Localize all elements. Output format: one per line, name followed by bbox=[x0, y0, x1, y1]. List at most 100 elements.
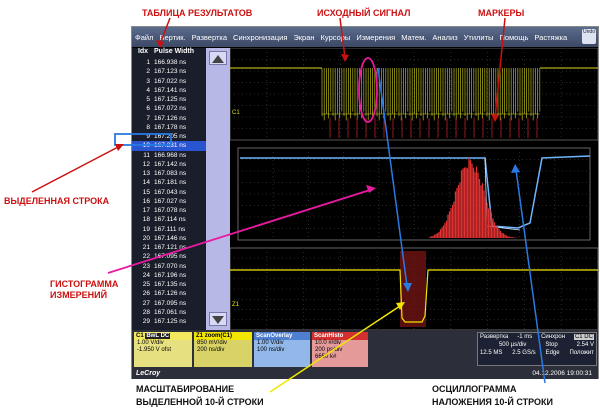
timebase-descriptor[interactable]: Развертка -1 ms Синхрон C1 DC 500 µs/div Sto… bbox=[477, 332, 597, 366]
triangle-down-icon bbox=[212, 316, 224, 324]
table-row[interactable]: 19 167.111 ns bbox=[132, 225, 230, 234]
table-row[interactable]: 11 166.968 ns bbox=[132, 151, 230, 160]
plot-area: C1 Z1 bbox=[229, 47, 599, 331]
table-row[interactable]: 7 167.126 ns bbox=[132, 114, 230, 123]
zoom-descriptor[interactable]: Z1 zoom(C1) 850 mV/div 200 ns/div bbox=[194, 332, 252, 367]
table-scrollbar[interactable] bbox=[206, 48, 230, 330]
row-pulse-width: 167.070 ns bbox=[154, 262, 187, 270]
menu-item-8[interactable]: Анализ bbox=[432, 32, 458, 42]
menu-item-1[interactable]: Вертик. bbox=[159, 32, 186, 42]
source-signal-callout: ИСХОДНЫЙ СИГНАЛ bbox=[317, 8, 411, 18]
row-index: 7 bbox=[146, 114, 150, 122]
table-row[interactable]: 25 167.135 ns bbox=[132, 280, 230, 289]
menu-item-2[interactable]: Развертка bbox=[191, 32, 228, 42]
menu-item-10[interactable]: Помощь bbox=[499, 32, 529, 42]
table-row[interactable]: 8 167.178 ns bbox=[132, 123, 230, 132]
row-index: 26 bbox=[142, 290, 150, 298]
row-pulse-width: 167.078 ns bbox=[154, 207, 187, 214]
table-row[interactable]: 6 167.072 ns bbox=[132, 104, 230, 113]
triangle-up-icon bbox=[212, 55, 224, 63]
zoom-arrow bbox=[269, 305, 401, 393]
row-pulse-width: 167.142 ns bbox=[154, 160, 187, 168]
date-time: 04.12.2006 19:00:31 bbox=[532, 370, 592, 377]
row-index: 6 bbox=[146, 105, 150, 113]
oscilloscope-screen: Файл Вертик. Развертка Синхронизация Экран Ку… bbox=[131, 26, 599, 379]
table-row[interactable]: 20 167.146 ns bbox=[132, 234, 230, 243]
row-pulse-width: 167.111 ns bbox=[154, 225, 186, 233]
arrowhead-icon bbox=[115, 144, 124, 151]
row-index: 24 bbox=[142, 271, 150, 279]
zoom-callout-line1: МАСШТАБИРОВАНИЕ bbox=[136, 384, 235, 394]
row-index: 3 bbox=[146, 77, 150, 85]
table-row[interactable]: 12 167.142 ns bbox=[132, 160, 230, 169]
row-index: 14 bbox=[142, 179, 150, 187]
overlay-arrow bbox=[515, 169, 546, 384]
scan-overlay-descriptor[interactable]: ScanOverlay 1.00 V/div 100 ns/div bbox=[254, 332, 310, 367]
zoom-trace bbox=[230, 269, 598, 323]
table-row[interactable]: 9 167.205 ns bbox=[132, 132, 230, 141]
table-row[interactable]: 16 167.027 ns bbox=[132, 197, 230, 206]
table-row[interactable]: 2 167.123 ns bbox=[132, 67, 230, 76]
menu-bar: Файл Вертик. Развертка Синхронизация Экран Ку… bbox=[132, 27, 598, 47]
menu-item-7[interactable]: Матем. bbox=[401, 32, 427, 42]
table-row[interactable]: 21 167.121 ns bbox=[132, 243, 230, 252]
table-row[interactable]: 24 167.196 ns bbox=[132, 271, 230, 280]
scroll-down-button[interactable] bbox=[209, 312, 227, 326]
arrowhead-icon bbox=[491, 114, 499, 122]
scan-histo-descriptor[interactable]: ScanHisto 10.0 #/div 200 ps/div 6650 k# bbox=[312, 332, 368, 367]
table-row[interactable]: 3 167.022 ns bbox=[132, 77, 230, 86]
row-pulse-width: 167.125 ns bbox=[154, 96, 187, 103]
row-index: 4 bbox=[146, 86, 150, 94]
row-pulse-width: 167.196 ns bbox=[154, 271, 187, 279]
c1-descriptor[interactable]: C1 BwL DC 1.00 V/div -1.950 V ofst bbox=[134, 332, 192, 367]
row-pulse-width: 167.146 ns bbox=[154, 234, 187, 242]
table-row[interactable]: 5 167.125 ns bbox=[132, 95, 230, 104]
table-row[interactable]: 15 167.043 ns bbox=[132, 188, 230, 197]
row-pulse-width: 167.022 ns bbox=[154, 77, 187, 85]
lecroy-logo: LeCroy bbox=[136, 370, 161, 377]
table-row[interactable]: 14 167.181 ns bbox=[132, 178, 230, 187]
row-index: 19 bbox=[142, 225, 150, 233]
menu-item-3[interactable]: Синхронизация bbox=[233, 32, 288, 42]
row-index: 2 bbox=[146, 68, 150, 76]
arrowhead-icon bbox=[396, 302, 405, 310]
row-index: 27 bbox=[142, 299, 150, 307]
row-index: 21 bbox=[142, 244, 150, 251]
histogram-arrow bbox=[107, 189, 371, 274]
table-row[interactable]: 27 167.095 ns bbox=[132, 299, 230, 308]
selected-row-callout: ВЫДЕЛЕННАЯ СТРОКА bbox=[4, 196, 110, 206]
undo-button[interactable]: Undo bbox=[582, 29, 596, 44]
arrowhead-icon bbox=[366, 185, 376, 193]
table-row[interactable]: 22 167.095 ns bbox=[132, 252, 230, 261]
row-index: 28 bbox=[142, 308, 150, 316]
menu-item-6[interactable]: Измерения bbox=[356, 32, 396, 42]
menu-item-5[interactable]: Курсоры bbox=[320, 32, 351, 42]
row-index: 17 bbox=[142, 207, 150, 214]
row-index: 20 bbox=[142, 234, 150, 242]
row-index: 23 bbox=[142, 262, 150, 270]
status-area: C1 BwL DC 1.00 V/div -1.950 V ofst Z1 zo… bbox=[132, 330, 598, 379]
menu-item-11[interactable]: Растяжка bbox=[534, 32, 568, 42]
row-pulse-width: 166.938 ns bbox=[154, 59, 187, 66]
table-row[interactable]: 1 166.938 ns bbox=[132, 58, 230, 67]
table-row[interactable]: 4 167.141 ns bbox=[132, 86, 230, 95]
table-row[interactable]: 17 167.078 ns bbox=[132, 206, 230, 215]
histogram-bars bbox=[429, 157, 520, 238]
table-row[interactable]: 13 167.083 ns bbox=[132, 169, 230, 178]
histogram-callout-line1: ГИСТОГРАММА bbox=[50, 279, 119, 289]
row-pulse-width: 167.027 ns bbox=[154, 197, 187, 205]
menu-item-0[interactable]: Файл bbox=[135, 32, 154, 42]
row-pulse-width: 167.095 ns bbox=[154, 299, 187, 307]
table-row[interactable]: 23 167.070 ns bbox=[132, 262, 230, 271]
table-row[interactable]: 26 167.126 ns bbox=[132, 289, 230, 298]
row-index: 9 bbox=[146, 133, 150, 140]
table-row[interactable]: 28 167.061 ns bbox=[132, 308, 230, 317]
scroll-up-button[interactable] bbox=[209, 51, 227, 65]
row-pulse-width: 167.205 ns bbox=[154, 133, 187, 140]
table-row[interactable]: 29 167.125 ns bbox=[132, 317, 230, 326]
table-row[interactable]: 18 167.114 ns bbox=[132, 215, 230, 224]
signal-to-zoom-arrow bbox=[377, 67, 408, 287]
menu-item-4[interactable]: Экран bbox=[293, 32, 315, 42]
menu-item-9[interactable]: Утилиты bbox=[463, 32, 494, 42]
row-index: 13 bbox=[142, 170, 150, 177]
